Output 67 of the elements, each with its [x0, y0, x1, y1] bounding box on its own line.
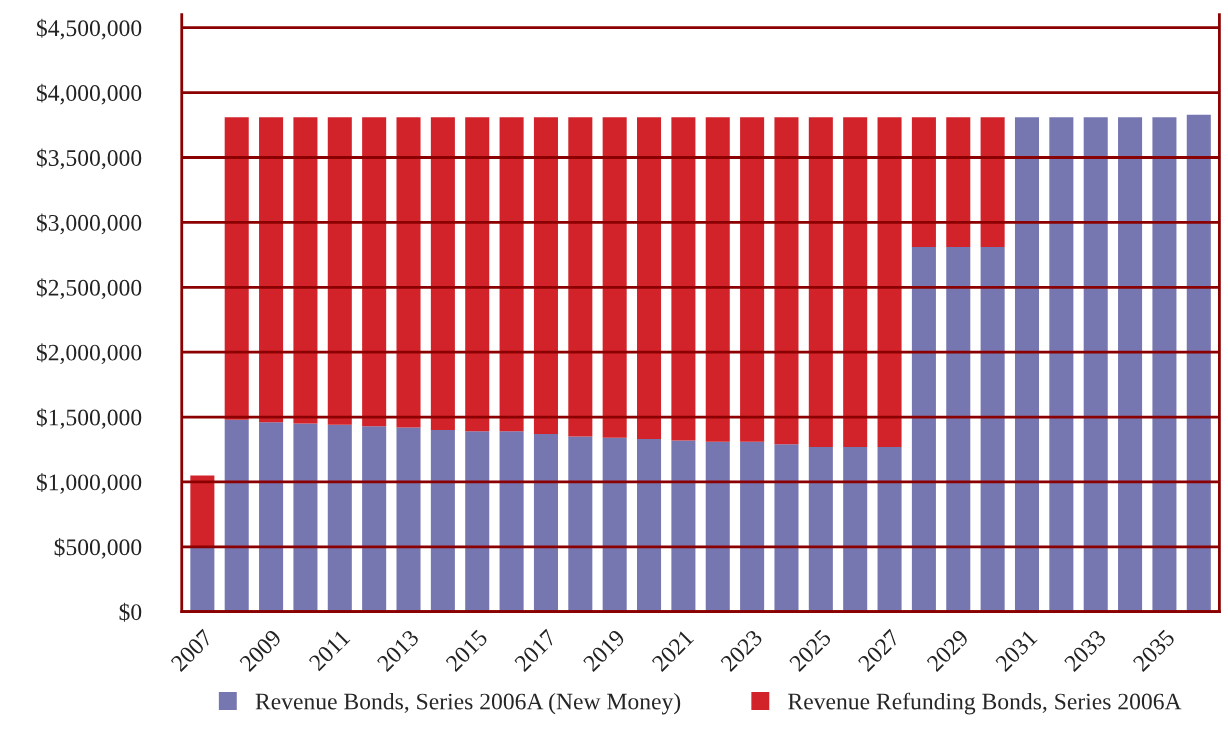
- bar: [259, 117, 284, 423]
- bar: [568, 436, 593, 612]
- y-tick-label: $2,500,000: [36, 278, 142, 300]
- bar: [671, 440, 696, 612]
- bar: [327, 117, 352, 425]
- bar: [843, 117, 868, 447]
- bar: [396, 427, 421, 612]
- bar: [808, 117, 833, 447]
- bar: [877, 117, 902, 447]
- y-tick-label: $3,000,000: [36, 213, 142, 235]
- bar: [293, 117, 318, 424]
- bar: [533, 433, 558, 612]
- bar: [362, 426, 387, 612]
- bar: [224, 117, 249, 420]
- x-tick-label: 2011: [308, 629, 351, 672]
- bar: [293, 423, 318, 612]
- bar: [740, 117, 765, 442]
- bar: [843, 446, 868, 612]
- y-tick-label: $3,500,000: [36, 148, 142, 170]
- bar: [327, 424, 352, 612]
- bar: [224, 419, 249, 612]
- bar: [911, 247, 936, 612]
- y-tick-label: $0: [119, 602, 142, 622]
- bar: [602, 117, 627, 438]
- bar: [533, 117, 558, 434]
- bar: [465, 431, 490, 612]
- bar: [568, 117, 593, 437]
- bar: [946, 247, 971, 612]
- bar: [362, 117, 387, 427]
- bar: [1152, 117, 1177, 612]
- bar: [1083, 117, 1108, 612]
- bar: [1049, 117, 1074, 612]
- bar: [1014, 117, 1040, 612]
- legend-label: Revenue Bonds, Series 2006A (New Money): [255, 692, 681, 715]
- y-tick-label: $1,000,000: [36, 473, 142, 494]
- bar: [911, 117, 936, 248]
- bar: [877, 446, 902, 612]
- bar: [190, 475, 215, 547]
- bar: [705, 117, 730, 442]
- bar: [705, 441, 730, 612]
- bar: [499, 117, 524, 432]
- bar: [396, 117, 421, 428]
- bar: [671, 117, 696, 441]
- y-tick-label: $4,000,000: [36, 83, 142, 105]
- bar: [637, 117, 662, 440]
- legend-label: Revenue Refunding Bonds, Series 2006A: [788, 692, 1182, 715]
- bar: [774, 444, 799, 612]
- bar: [430, 117, 455, 431]
- bar: [259, 422, 284, 612]
- bar: [774, 117, 799, 445]
- bar: [980, 117, 1005, 248]
- bar: [430, 430, 455, 612]
- bar: [740, 441, 765, 612]
- bar: [602, 437, 627, 612]
- y-tick-label: $500,000: [54, 537, 142, 559]
- y-tick-label: $2,000,000: [36, 343, 142, 364]
- bar: [190, 546, 215, 612]
- bar: [980, 247, 1005, 612]
- bar: [808, 446, 833, 612]
- bar: [1186, 114, 1211, 612]
- bar: [499, 431, 524, 612]
- bar: [1118, 117, 1143, 612]
- bar: [637, 439, 662, 612]
- y-tick-label: $4,500,000: [36, 18, 142, 40]
- y-tick-label: $1,500,000: [36, 408, 142, 429]
- bar: [946, 117, 971, 248]
- bar: [465, 117, 490, 432]
